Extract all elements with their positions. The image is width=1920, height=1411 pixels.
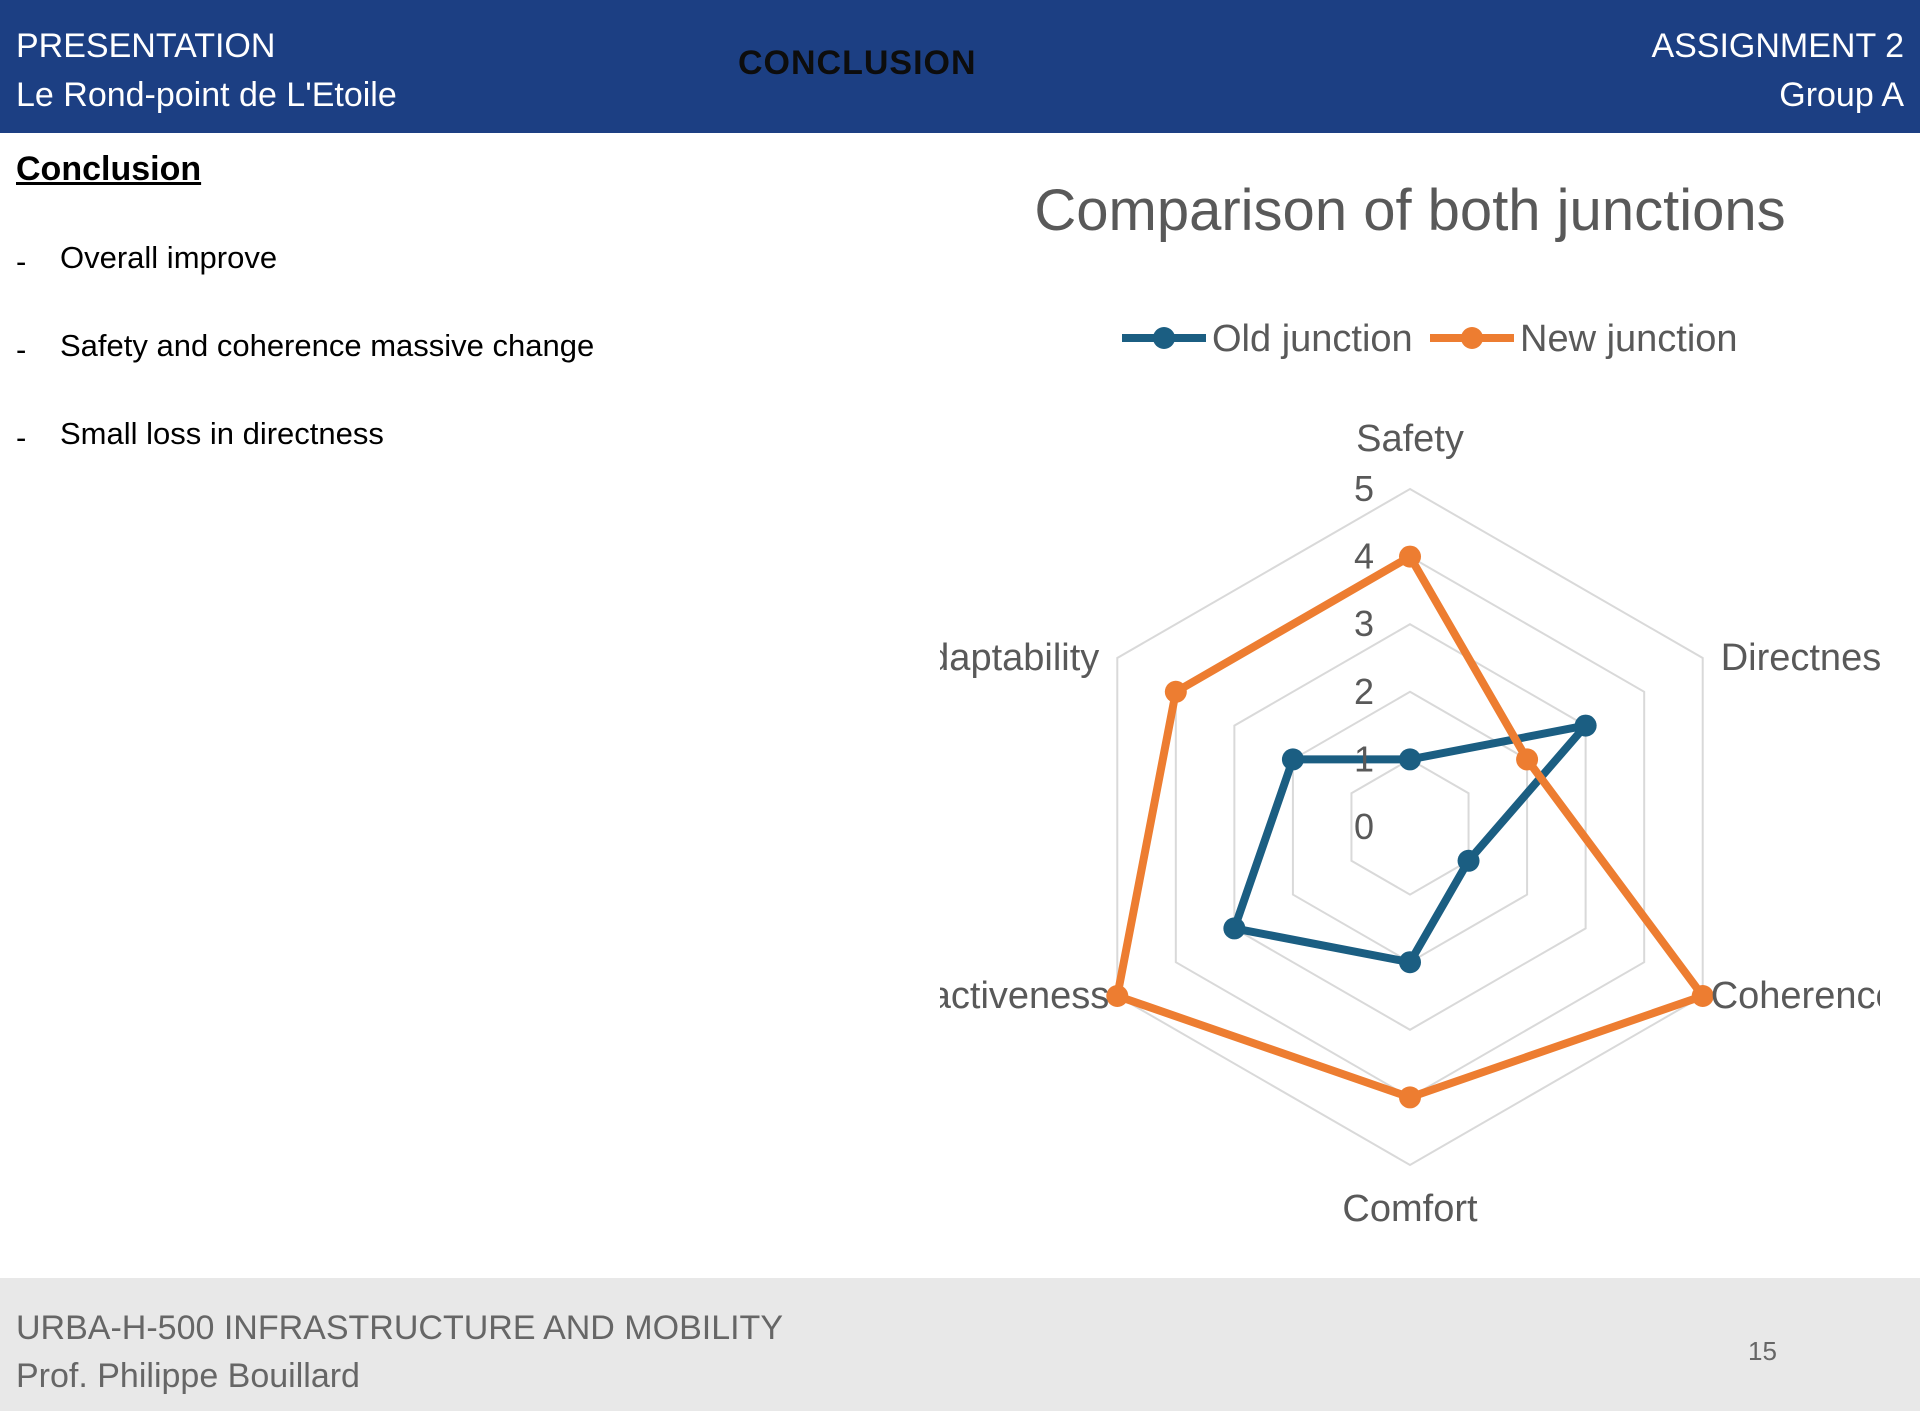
course-title: URBA-H-500 INFRASTRUCTURE AND MOBILITY	[16, 1309, 783, 1347]
tick-label: 0	[1354, 806, 1374, 847]
data-point	[1106, 985, 1129, 1007]
data-point	[1516, 748, 1539, 771]
chart-title: Comparison of both junctions	[1034, 178, 1785, 243]
header-left: PRESENTATION Le Rond-point de L'Etoile	[16, 22, 397, 120]
tick-label: 2	[1354, 671, 1374, 712]
conclusion-title: Conclusion	[16, 150, 202, 188]
data-point	[1164, 680, 1187, 703]
tick-label: 4	[1354, 536, 1374, 577]
data-point	[1574, 714, 1597, 737]
category-label: Adaptability	[940, 637, 1099, 679]
legend-label: Old junction	[1212, 318, 1413, 360]
radar-series	[1106, 545, 1714, 1109]
data-point	[1691, 985, 1714, 1007]
category-label: Comfort	[1342, 1188, 1478, 1230]
legend-item: Old junction	[1122, 318, 1413, 360]
bullet-marker: -	[16, 332, 27, 367]
radar-chart: Comparison of both junctions Old junctio…	[940, 178, 1880, 1230]
bullet-text: Overall improve	[60, 240, 278, 275]
bullet-marker: -	[16, 420, 27, 455]
header-right: ASSIGNMENT 2 Group A	[1651, 22, 1904, 120]
section-heading: CONCLUSION	[738, 44, 977, 82]
tick-label: 1	[1354, 738, 1374, 779]
presentation-subtitle: Le Rond-point de L'Etoile	[16, 76, 397, 114]
bullet-text: Small loss in directness	[60, 416, 384, 451]
grid-ring	[1291, 690, 1529, 964]
category-label: Directness	[1721, 637, 1880, 679]
legend-item: New junction	[1430, 318, 1738, 360]
footer-bar: URBA-H-500 INFRASTRUCTURE AND MOBILITY P…	[0, 1278, 1920, 1411]
category-label: Attractiveness	[940, 975, 1109, 1017]
grid-ring	[1116, 487, 1704, 1167]
data-point	[1457, 849, 1480, 872]
header-bar: PRESENTATION Le Rond-point de L'Etoile C…	[0, 0, 1920, 133]
legend-swatch-marker	[1461, 327, 1483, 349]
series-line	[1113, 552, 1707, 1102]
presentation-label: PRESENTATION	[16, 27, 276, 65]
data-point	[1399, 1086, 1421, 1109]
grid-ring	[1350, 758, 1470, 896]
legend-label: New junction	[1520, 318, 1738, 360]
page-number: 15	[1748, 1336, 1777, 1366]
chart-legend: Old junction New junction	[1122, 318, 1738, 360]
assignment-label: ASSIGNMENT 2	[1651, 27, 1904, 65]
radar-grid	[1116, 487, 1704, 1167]
radar-labels: 0 1 2 3 4 5 Safety Directness Coherence Comfort At…	[940, 418, 1880, 1230]
data-point	[1399, 545, 1421, 568]
professor-name: Prof. Philippe Bouillard	[16, 1357, 360, 1395]
data-point	[1281, 748, 1304, 771]
footer-left: URBA-H-500 INFRASTRUCTURE AND MOBILITY P…	[16, 1304, 783, 1400]
data-point	[1399, 951, 1421, 974]
legend-swatch-marker	[1153, 327, 1175, 349]
data-point	[1399, 748, 1421, 771]
group-label: Group A	[1779, 76, 1904, 114]
bullet-marker: -	[16, 244, 27, 279]
tick-label: 5	[1354, 468, 1374, 509]
tick-label: 3	[1354, 603, 1374, 644]
category-label: Coherence	[1711, 975, 1880, 1017]
bullet-text: Safety and coherence massive change	[60, 328, 595, 363]
category-label: Safety	[1356, 418, 1464, 460]
data-point	[1223, 917, 1246, 940]
